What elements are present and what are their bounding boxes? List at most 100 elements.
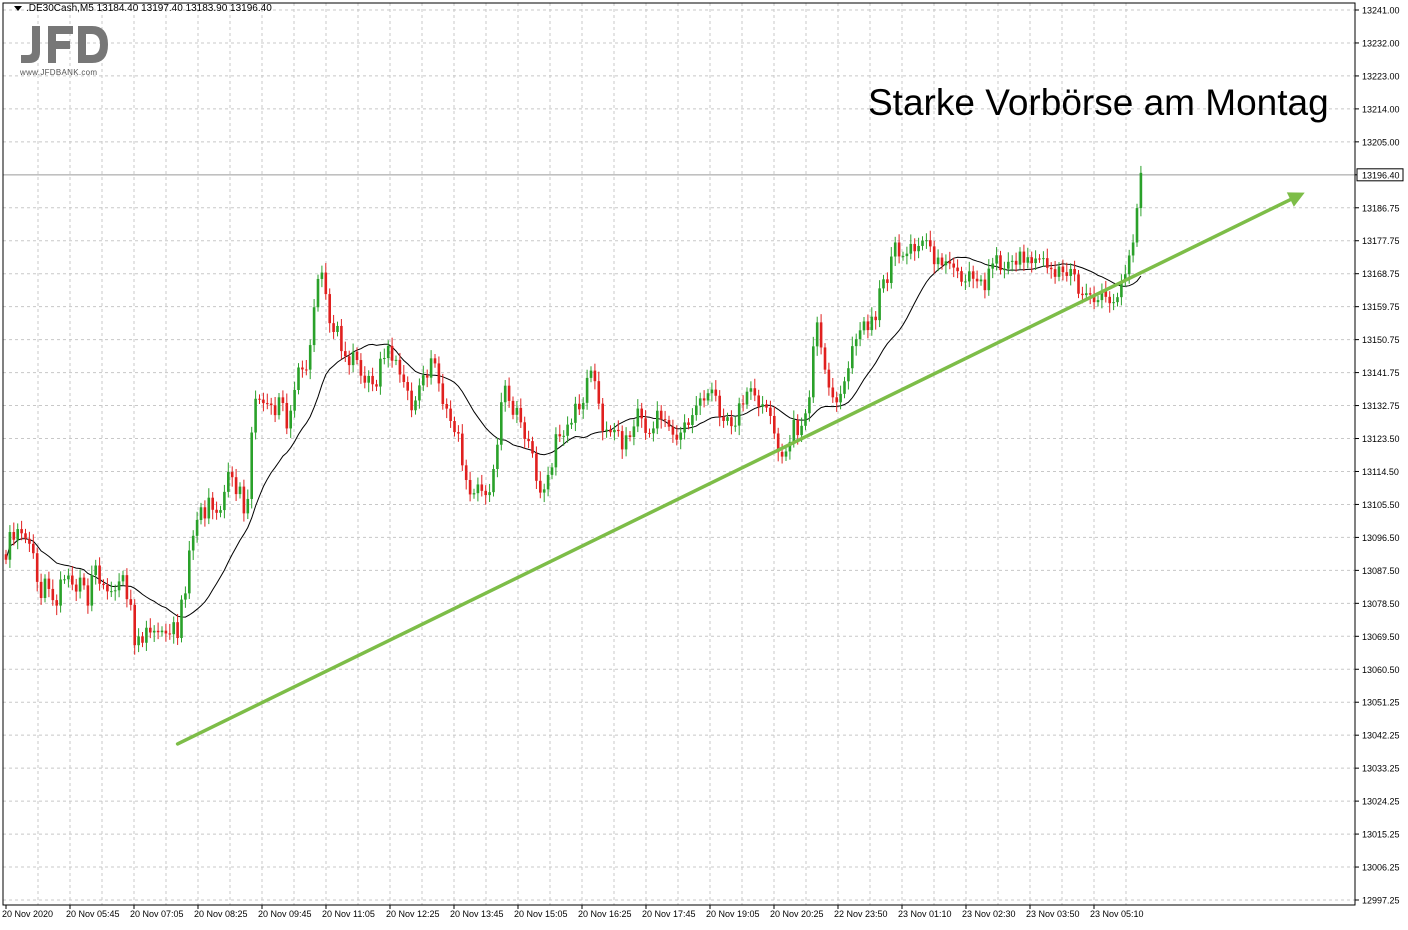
candle bbox=[207, 488, 211, 525]
candle-body bbox=[262, 399, 265, 404]
candle bbox=[854, 333, 858, 356]
candle bbox=[745, 387, 749, 409]
candle-body bbox=[749, 388, 753, 392]
candle bbox=[1139, 165, 1143, 217]
candle-body bbox=[741, 403, 745, 405]
candle bbox=[897, 234, 901, 264]
candle-body bbox=[1139, 172, 1143, 209]
candle-body bbox=[601, 403, 604, 431]
y-tick-label: 13060.50 bbox=[1362, 665, 1400, 675]
candle-body bbox=[656, 410, 659, 429]
candle bbox=[819, 314, 823, 355]
candle bbox=[886, 272, 889, 292]
candle-body bbox=[539, 480, 542, 493]
candle-body bbox=[305, 369, 308, 371]
candle bbox=[223, 484, 226, 519]
candles bbox=[4, 165, 1143, 655]
chart-annotation: Starke Vorbörse am Montag bbox=[868, 82, 1329, 123]
candle-body bbox=[652, 428, 655, 434]
candle bbox=[308, 339, 312, 380]
candle-body bbox=[784, 451, 788, 457]
candle bbox=[753, 378, 757, 402]
candle-body bbox=[328, 294, 331, 324]
candle bbox=[496, 437, 499, 478]
candle bbox=[39, 573, 43, 605]
y-tick-label: 13196.40 bbox=[1362, 170, 1400, 180]
candle-body bbox=[570, 422, 573, 425]
y-tick-label: 13078.50 bbox=[1362, 599, 1400, 609]
candle-body bbox=[507, 385, 511, 401]
candle-body bbox=[1092, 294, 1096, 303]
candle-body bbox=[698, 398, 702, 406]
candle bbox=[441, 373, 445, 410]
candle-body bbox=[129, 599, 133, 605]
candle-body bbox=[886, 279, 889, 283]
candle bbox=[293, 381, 296, 418]
candle-body bbox=[480, 484, 484, 491]
candle-body bbox=[67, 575, 70, 580]
candle-body bbox=[519, 407, 523, 423]
candle bbox=[301, 360, 304, 378]
candle-body bbox=[359, 360, 363, 376]
candle bbox=[219, 505, 222, 518]
candle bbox=[878, 280, 881, 328]
candle-body bbox=[125, 575, 129, 600]
candle-body bbox=[1127, 255, 1131, 275]
candle-body bbox=[281, 397, 285, 403]
candle bbox=[968, 261, 971, 288]
candle-body bbox=[390, 345, 394, 361]
candle bbox=[675, 425, 679, 446]
candle-body bbox=[12, 532, 16, 540]
candle-body bbox=[39, 581, 43, 599]
candle bbox=[1135, 203, 1139, 247]
candle bbox=[851, 336, 854, 374]
candle-body bbox=[769, 407, 772, 416]
candle bbox=[273, 396, 277, 423]
candle-body bbox=[905, 253, 909, 257]
y-tick-label: 13105.50 bbox=[1362, 500, 1400, 510]
candle bbox=[1042, 251, 1045, 267]
candle bbox=[589, 366, 593, 383]
candle-body bbox=[667, 420, 671, 427]
candle bbox=[734, 416, 737, 432]
candle-body bbox=[503, 385, 507, 403]
candle bbox=[461, 424, 464, 471]
candle-body bbox=[394, 359, 398, 361]
candle bbox=[106, 578, 109, 600]
candle-body bbox=[659, 410, 663, 420]
candle-body bbox=[792, 419, 796, 442]
candle bbox=[1061, 259, 1065, 281]
dropdown-triangle-icon[interactable] bbox=[14, 5, 22, 11]
candle-body bbox=[215, 509, 218, 513]
candle-body bbox=[234, 477, 238, 495]
candle bbox=[858, 322, 862, 347]
candle-body bbox=[1096, 300, 1100, 303]
candle-body bbox=[422, 375, 425, 386]
candle bbox=[1022, 244, 1026, 271]
candle bbox=[636, 399, 640, 433]
candle-body bbox=[418, 385, 421, 401]
candle bbox=[332, 314, 335, 339]
candle bbox=[94, 559, 97, 585]
candle bbox=[195, 511, 199, 543]
candle-body bbox=[1003, 268, 1006, 271]
candle-body bbox=[831, 387, 835, 398]
candle-body bbox=[425, 375, 429, 378]
candle bbox=[769, 400, 772, 425]
candle bbox=[827, 362, 831, 396]
candle-body bbox=[437, 363, 441, 384]
candle-body bbox=[1077, 274, 1080, 294]
candle-body bbox=[1120, 281, 1123, 298]
y-tick-label: 13033.25 bbox=[1362, 764, 1400, 774]
candle bbox=[117, 573, 121, 598]
candle bbox=[691, 408, 694, 434]
candle-body bbox=[815, 322, 819, 347]
candle bbox=[250, 426, 253, 509]
candle-body bbox=[987, 268, 991, 291]
candle bbox=[71, 566, 74, 591]
x-tick-label: 20 Nov 07:05 bbox=[130, 909, 184, 919]
candle-body bbox=[375, 384, 378, 387]
candle bbox=[929, 230, 932, 253]
